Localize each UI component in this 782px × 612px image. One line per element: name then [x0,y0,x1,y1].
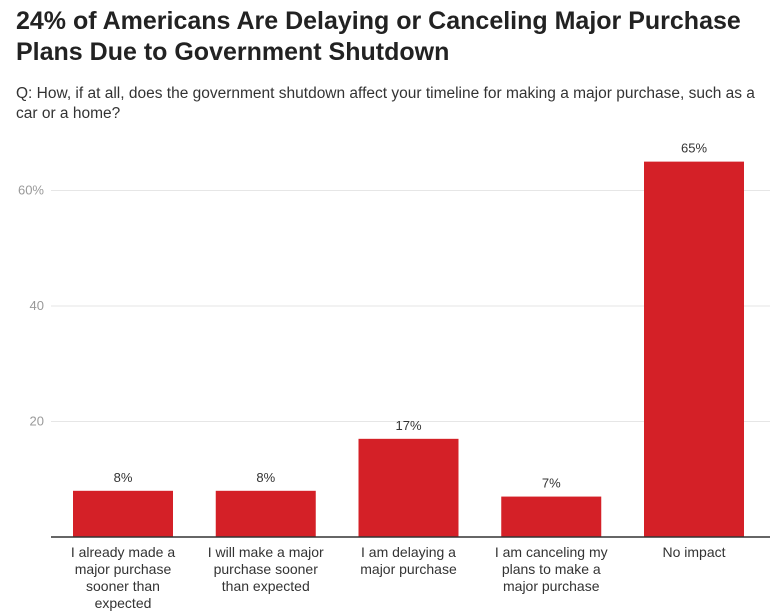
chart-title: 24% of Americans Are Delaying or Canceli… [16,7,741,66]
bar [73,490,173,537]
bar [501,496,602,537]
y-tick-label: 20 [30,414,44,429]
category-label: I am delaying a major purchase [360,544,457,577]
data-label: 8% [256,470,275,485]
bar [644,161,744,537]
bar [215,490,316,537]
category-label: I am canceling my plans to make a major … [494,544,608,594]
data-label: 65% [681,141,707,156]
y-tick-label: 60% [18,183,44,198]
category-label: I will make a major purchase sooner than… [207,544,324,594]
data-label: 17% [395,418,421,433]
category-label: I already made a major purchase sooner t… [70,544,176,611]
y-tick-label: 40 [30,298,44,313]
data-label: 7% [542,476,561,491]
chart-subtitle: Q: How, if at all, does the government s… [16,85,755,122]
data-label: 8% [114,470,133,485]
bar [358,438,459,537]
category-label: No impact [662,544,726,560]
